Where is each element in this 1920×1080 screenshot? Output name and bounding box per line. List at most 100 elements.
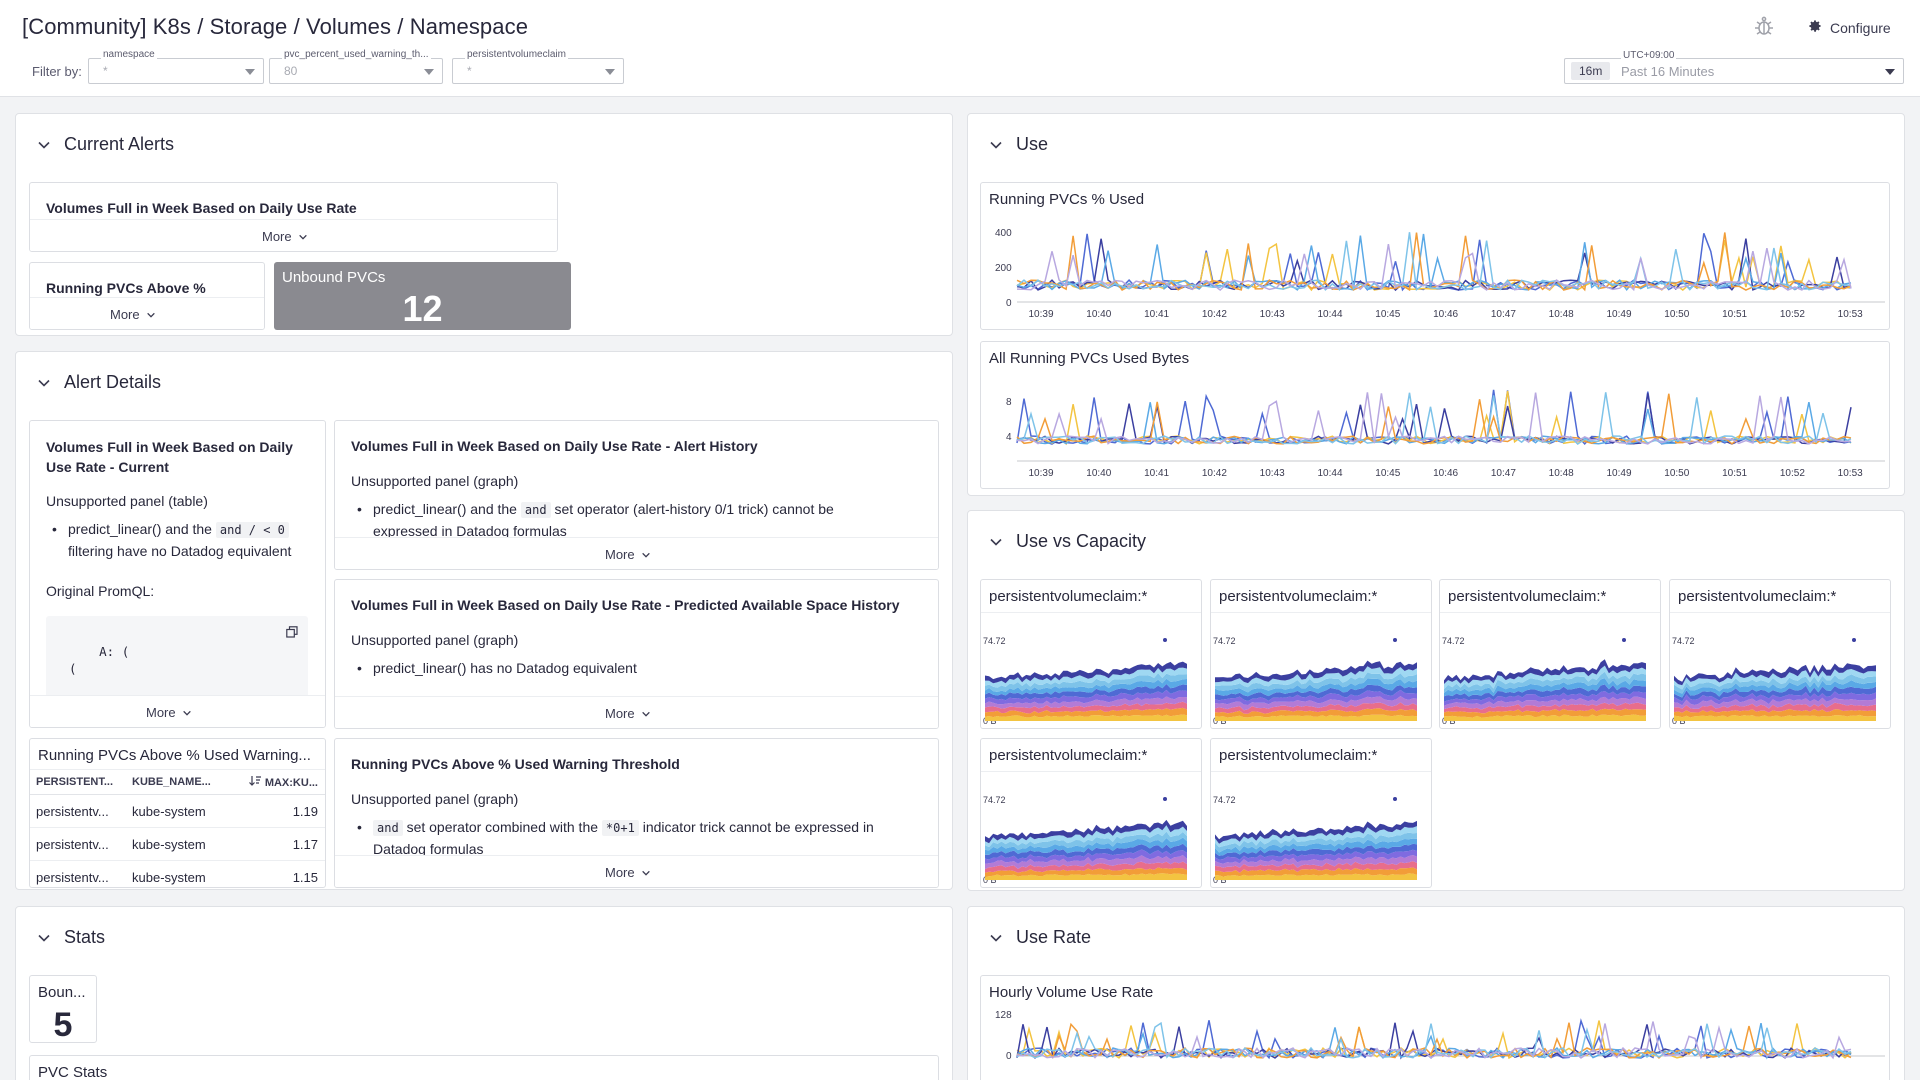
y-tick: 128 (995, 1010, 1012, 1021)
widget-running-pvcs-above: Running PVCs Above % More (29, 262, 265, 330)
stacked-area (1215, 861, 1417, 873)
filter-label: pvc_percent_used_warning_th... (282, 49, 431, 60)
table-row[interactable]: persistentv... kube-system 1.19 (30, 795, 325, 828)
x-tick: 10:44 (1317, 309, 1342, 320)
more-button[interactable]: More (605, 706, 651, 721)
stacked-area (1444, 691, 1646, 706)
copy-icon[interactable] (286, 626, 298, 638)
bullet-part: indicator trick cannot be expressed in (642, 819, 874, 835)
area-chart[interactable]: 74.72 0 B (1670, 580, 1891, 729)
x-tick: 10:47 (1491, 309, 1516, 320)
bullet-text: predict_linear() has no Datadog equivale… (357, 658, 913, 679)
namespace-filter[interactable]: namespace * (88, 49, 264, 84)
y-tick: 74.72 (1213, 636, 1236, 646)
group-title: Use Rate (1016, 927, 1092, 947)
pvc-percent-used-warning-filter[interactable]: pvc_percent_used_warning_th... 80 (269, 49, 443, 84)
stacked-area (1215, 708, 1417, 718)
column-header[interactable]: KUBE_NAME... (132, 776, 211, 788)
widget-title: Boun... (38, 984, 86, 1001)
group-header[interactable]: Alert Details (38, 372, 161, 393)
table-cell: 1.15 (292, 869, 318, 885)
widget-title: persistentvolumeclaim:* (1678, 588, 1837, 605)
more-button[interactable]: More (605, 865, 651, 880)
x-tick: 10:51 (1722, 468, 1747, 479)
persistentvolumeclaim-filter[interactable]: persistentvolumeclaim * (452, 49, 624, 84)
group-header[interactable]: Stats (38, 927, 105, 948)
stacked-area (985, 707, 1187, 718)
capacity-marker (1163, 638, 1167, 642)
stacked-area (1444, 714, 1646, 721)
stacked-area (1215, 678, 1417, 697)
table-row[interactable]: persistentv... kube-system 1.15 (30, 861, 325, 887)
table-cell: kube-system (132, 803, 206, 819)
more-label: More (262, 229, 292, 244)
chevron-down-icon (990, 934, 1002, 942)
timeseries-chart[interactable]: 8 4 10:39 10:40 10:41 10:42 10:43 10:44 10:45 1… (981, 342, 1890, 489)
more-label: More (605, 865, 635, 880)
widget-unbound-pvcs: Unbound PVCs 12 (274, 262, 571, 330)
group-title: Current Alerts (64, 134, 175, 154)
divider (981, 771, 1201, 772)
stacked-area (1215, 826, 1417, 848)
group-header[interactable]: Use vs Capacity (990, 531, 1146, 552)
capacity-marker (1393, 797, 1397, 801)
group-title: Alert Details (64, 372, 162, 392)
time-picker[interactable]: UTC+09:00 16m Past 16 Minutes (1564, 50, 1904, 84)
more-button[interactable]: More (262, 229, 308, 244)
column-header-sorted[interactable]: MAX:KU... (226, 775, 324, 789)
area-chart[interactable]: 74.72 0 B (981, 739, 1202, 888)
stacked-area (1444, 665, 1646, 690)
stacked-area (985, 667, 1187, 688)
stacked-area (1215, 832, 1417, 853)
area-chart[interactable]: 74.72 0 B (1211, 739, 1432, 888)
bullet-part: predict_linear() and the (373, 501, 517, 517)
filter-value: * (467, 64, 472, 78)
area-chart[interactable]: 74.72 0 B (1211, 580, 1432, 729)
inline-code: *0+1 (601, 820, 639, 836)
widget-running-pvcs-pct: Running PVCs % Used 400 200 0 10:39 10:40… (980, 182, 1890, 330)
group-header[interactable]: Current Alerts (38, 134, 174, 155)
timeseries-chart[interactable]: 128 0 (981, 976, 1890, 1080)
column-header[interactable]: PERSISTENT... (36, 776, 114, 788)
more-button[interactable]: More (605, 547, 651, 562)
table-row[interactable]: persistentv... kube-system 1.17 (30, 828, 325, 861)
widget-title: Running PVCs % Used (989, 191, 1145, 208)
more-button[interactable]: More (110, 307, 156, 322)
bullet-text: predict_linear() and the and / < 0 filte… (52, 519, 313, 562)
configure-button[interactable]: Configure (1808, 19, 1891, 36)
chevron-down-icon (641, 711, 650, 717)
stacked-area (1215, 689, 1417, 705)
widget-title: persistentvolumeclaim:* (989, 747, 1148, 764)
widget-used-bytes: All Running PVCs Used Bytes 8 4 10:39 10:… (980, 341, 1890, 489)
more-button[interactable]: More (146, 705, 192, 720)
stacked-area (985, 678, 1187, 696)
x-tick: 10:39 (1028, 468, 1053, 479)
x-tick: 10:44 (1317, 468, 1342, 479)
stacked-area (985, 714, 1187, 721)
capacity-marker (1622, 638, 1626, 642)
more-label: More (605, 547, 635, 562)
area-chart[interactable]: 74.72 0 B (981, 580, 1202, 729)
timeseries-chart[interactable]: 400 200 0 10:39 10:40 10:41 10:42 10:43 10:44… (981, 183, 1890, 330)
x-tick: 10:50 (1664, 468, 1689, 479)
more-bar (30, 297, 264, 329)
chevron-down-icon (990, 141, 1002, 149)
group-header[interactable]: Use Rate (990, 927, 1091, 948)
chevron-down-icon (990, 538, 1002, 546)
column-label: MAX:KU... (264, 776, 318, 789)
chevron-down-icon (641, 552, 650, 558)
y-tick: 74.72 (1672, 636, 1695, 646)
stacked-area (1444, 702, 1646, 714)
capacity-marker (1163, 797, 1167, 801)
x-tick: 10:48 (1549, 468, 1574, 479)
unsupported-note: Unsupported panel (graph) (351, 791, 519, 807)
area-chart[interactable]: 74.72 0 B (1440, 580, 1661, 729)
bug-icon[interactable] (1752, 15, 1776, 39)
x-tick: 10:39 (1028, 309, 1053, 320)
series-line (1016, 232, 1852, 292)
unsupported-note: Unsupported panel (table) (46, 493, 208, 509)
bullet-text: and set operator combined with the *0+1 … (357, 817, 918, 860)
group-header[interactable]: Use (990, 134, 1048, 155)
group-use-rate: Use Rate Hourly Volume Use Rate 128 0 (967, 906, 1905, 1080)
chevron-down-icon (38, 141, 50, 149)
